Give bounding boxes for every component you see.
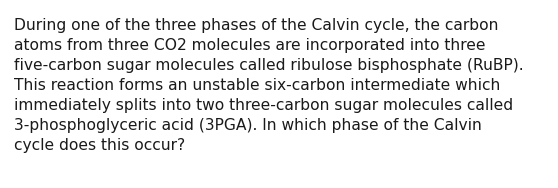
Text: During one of the three phases of the Calvin cycle, the carbon
atoms from three : During one of the three phases of the Ca…: [14, 18, 523, 153]
